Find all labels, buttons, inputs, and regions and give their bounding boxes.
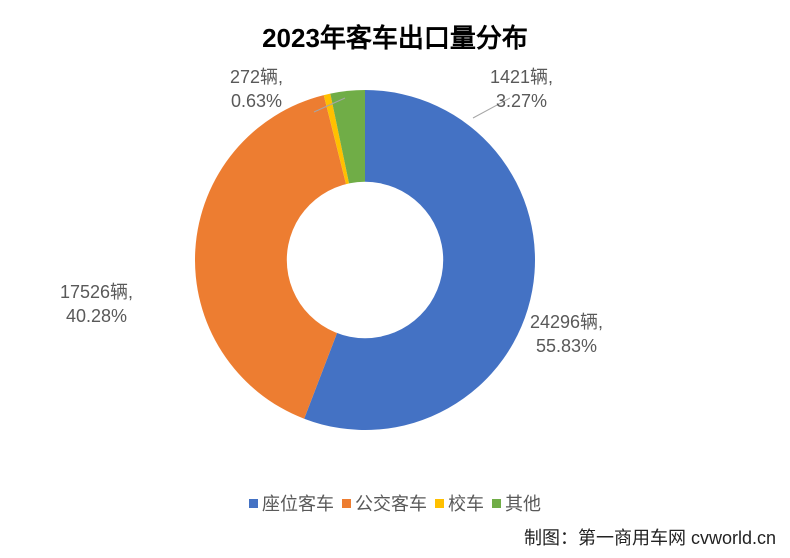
data-label-座位客车: 24296辆,55.83%	[530, 310, 603, 359]
legend-swatch	[492, 499, 501, 508]
legend-label: 座位客车	[262, 490, 334, 516]
legend-swatch	[435, 499, 444, 508]
donut-chart	[195, 90, 535, 430]
legend-swatch	[249, 499, 258, 508]
chart-credit: 制图：第一商用车网 cvworld.cn	[524, 524, 776, 550]
legend-label: 公交客车	[355, 490, 427, 516]
legend-item-校车: 校车	[435, 490, 484, 516]
donut-svg	[195, 90, 535, 430]
legend-swatch	[342, 499, 351, 508]
data-label-校车: 272辆,0.63%	[230, 65, 283, 114]
legend-item-座位客车: 座位客车	[249, 490, 334, 516]
data-label-percent: 40.28%	[60, 304, 133, 328]
data-label-percent: 0.63%	[230, 89, 283, 113]
chart-title: 2023年客车出口量分布	[0, 18, 790, 55]
chart-legend: 座位客车公交客车校车其他	[0, 490, 790, 516]
legend-item-其他: 其他	[492, 490, 541, 516]
data-label-公交客车: 17526辆,40.28%	[60, 280, 133, 329]
data-label-count: 24296辆,	[530, 310, 603, 334]
data-label-count: 17526辆,	[60, 280, 133, 304]
legend-label: 校车	[448, 490, 484, 516]
legend-item-公交客车: 公交客车	[342, 490, 427, 516]
data-label-其他: 1421辆,3.27%	[490, 65, 553, 114]
data-label-count: 272辆,	[230, 65, 283, 89]
donut-hole	[287, 182, 443, 338]
data-label-count: 1421辆,	[490, 65, 553, 89]
data-label-percent: 3.27%	[490, 89, 553, 113]
legend-label: 其他	[505, 490, 541, 516]
data-label-percent: 55.83%	[530, 334, 603, 358]
